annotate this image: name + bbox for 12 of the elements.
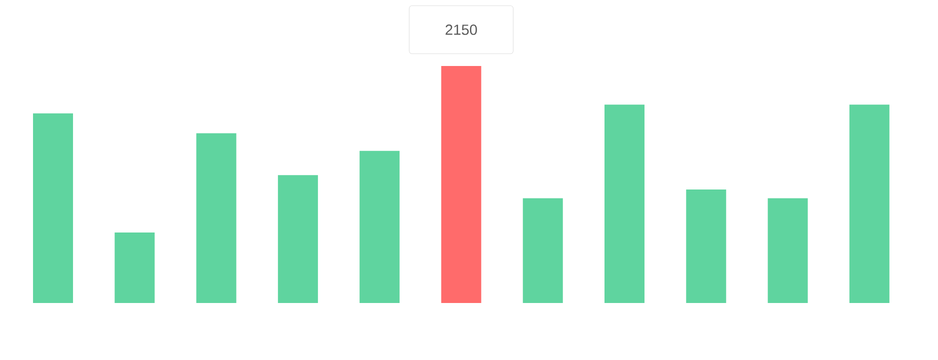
bar: [604, 104, 644, 303]
bar: [360, 150, 400, 303]
bar: [768, 198, 808, 303]
bar: [33, 113, 74, 303]
bar: [196, 133, 236, 303]
bar: [278, 175, 318, 303]
data-label: 2150: [446, 24, 477, 35]
bar: [114, 232, 155, 303]
bar: [441, 66, 482, 303]
bar: [686, 189, 726, 303]
bar: [522, 198, 563, 303]
bar: [849, 104, 890, 303]
